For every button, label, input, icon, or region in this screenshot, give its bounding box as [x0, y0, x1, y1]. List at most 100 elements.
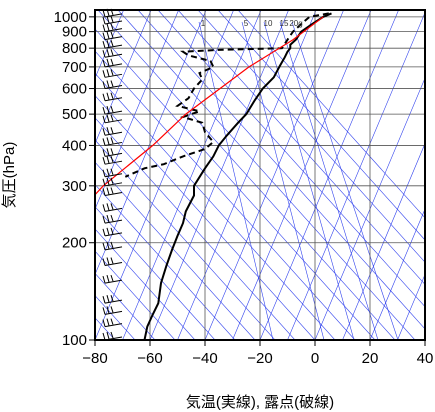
y-axis-label: 気圧(hPa): [1, 142, 18, 209]
wind-barb: [102, 177, 123, 187]
y-tick-label: 400: [62, 137, 87, 154]
wind-barb: [102, 58, 123, 68]
y-tick-label: 500: [62, 106, 87, 123]
adiabat-line: [97, 10, 396, 340]
adiabat-line: [95, 206, 216, 340]
wind-barb: [102, 318, 123, 328]
y-tick-label: 200: [62, 235, 87, 252]
isotherm-line: [342, 142, 425, 340]
wind-barb: [102, 69, 123, 78]
wind-barb: [102, 15, 123, 25]
isotherm-line: [95, 10, 152, 145]
mixing-ratio-label: 20g: [289, 19, 302, 28]
mixing-ratio-line: [198, 21, 274, 340]
mixing-ratio-label: 15: [280, 19, 289, 28]
adiabat-line: [95, 161, 256, 340]
wind-barb: [102, 274, 123, 284]
isotherm-line: [95, 10, 234, 340]
adiabat-line: [95, 250, 176, 340]
wind-barb: [102, 187, 123, 196]
mixing-ratio-line: [241, 21, 325, 340]
wind-barb: [102, 92, 123, 102]
isotherm-line: [204, 10, 344, 340]
wind-barb: [102, 137, 123, 146]
adiabat-line: [157, 10, 425, 308]
isotherm-line: [397, 273, 425, 340]
wind-barb: [102, 156, 123, 165]
y-tick-label: 700: [62, 59, 87, 76]
wind-barb: [102, 257, 123, 267]
wind-barb: [102, 203, 123, 212]
y-tick-label: 300: [62, 178, 87, 195]
mixing-ratio-label: 10: [264, 19, 273, 28]
adiabat-line: [95, 272, 156, 340]
adiabat-line: [137, 10, 425, 330]
x-tick-label: −20: [247, 350, 272, 367]
isotherm-line: [287, 11, 425, 340]
wind-barbs: [102, 8, 123, 341]
wind-barb: [102, 49, 123, 58]
isotherm-line: [424, 339, 425, 340]
x-tick-label: −40: [192, 350, 217, 367]
y-tick-label: 100: [62, 332, 87, 349]
wind-barb: [102, 306, 123, 315]
wind-barb: [102, 168, 123, 178]
adiabat-line: [217, 10, 425, 241]
adiabat-line: [95, 228, 196, 340]
isotherm-line: [314, 77, 425, 340]
y-tick-label: 600: [62, 81, 87, 98]
adiabat-line: [95, 139, 276, 340]
adiabat-line: [177, 10, 425, 285]
adiabat-line: [197, 10, 425, 263]
adiabat-line: [95, 28, 376, 340]
isotherm-line: [95, 10, 124, 79]
adiabat-line: [95, 50, 356, 340]
wind-barb: [102, 80, 123, 90]
y-tick-label: 1000: [54, 9, 87, 26]
x-tick-label: 0: [311, 350, 319, 367]
adiabat-line: [237, 10, 425, 219]
mixing-ratio-labels: 1 5 10 15 20g: [201, 19, 303, 28]
adiabat-line: [95, 183, 236, 340]
adiabat-line: [95, 117, 296, 340]
wind-barb: [102, 331, 123, 341]
mixing-ratio-line: [291, 21, 399, 340]
wind-barb: [102, 114, 123, 124]
dewpoint-line: [124, 12, 329, 178]
isotherm-line: [95, 10, 207, 276]
temperature-line: [143, 12, 332, 340]
parcel-path-line: [95, 16, 324, 196]
isotherm-line: [369, 208, 425, 340]
wind-barb: [102, 241, 123, 251]
wind-barb: [102, 31, 123, 41]
x-tick-label: 40: [417, 350, 434, 367]
mixing-ratio-line: [263, 21, 355, 340]
wind-barb: [102, 23, 123, 33]
x-axis-label: 気温(実線), 露点(破線): [186, 394, 334, 411]
y-tick-label: 800: [62, 40, 87, 57]
adiabat-line: [95, 72, 336, 340]
x-axis-ticks: −80 −60 −40 −20 0 20 40: [82, 340, 433, 367]
wind-barb: [102, 105, 123, 115]
adiabat-line: [95, 95, 316, 340]
adiabat-line: [117, 10, 416, 340]
x-tick-label: 20: [362, 350, 379, 367]
x-tick-label: −80: [82, 350, 107, 367]
wind-barb: [102, 295, 123, 304]
y-tick-label: 900: [62, 24, 87, 41]
mixing-ratio-line: [279, 21, 379, 340]
isotherm-line: [232, 10, 372, 340]
mixing-ratio-label: 1: [201, 19, 206, 28]
wind-barb: [102, 227, 123, 237]
isotherm-line: [122, 10, 262, 340]
isotherm-line: [259, 10, 399, 340]
plot-frame: [94, 9, 426, 341]
wind-barb: [102, 148, 123, 157]
wind-barb: [102, 214, 123, 224]
isotherm-line: [149, 10, 289, 340]
wind-barb: [102, 127, 123, 136]
mixing-ratio-and-isotherm-lines: [95, 10, 425, 340]
profile-series: [95, 12, 332, 340]
